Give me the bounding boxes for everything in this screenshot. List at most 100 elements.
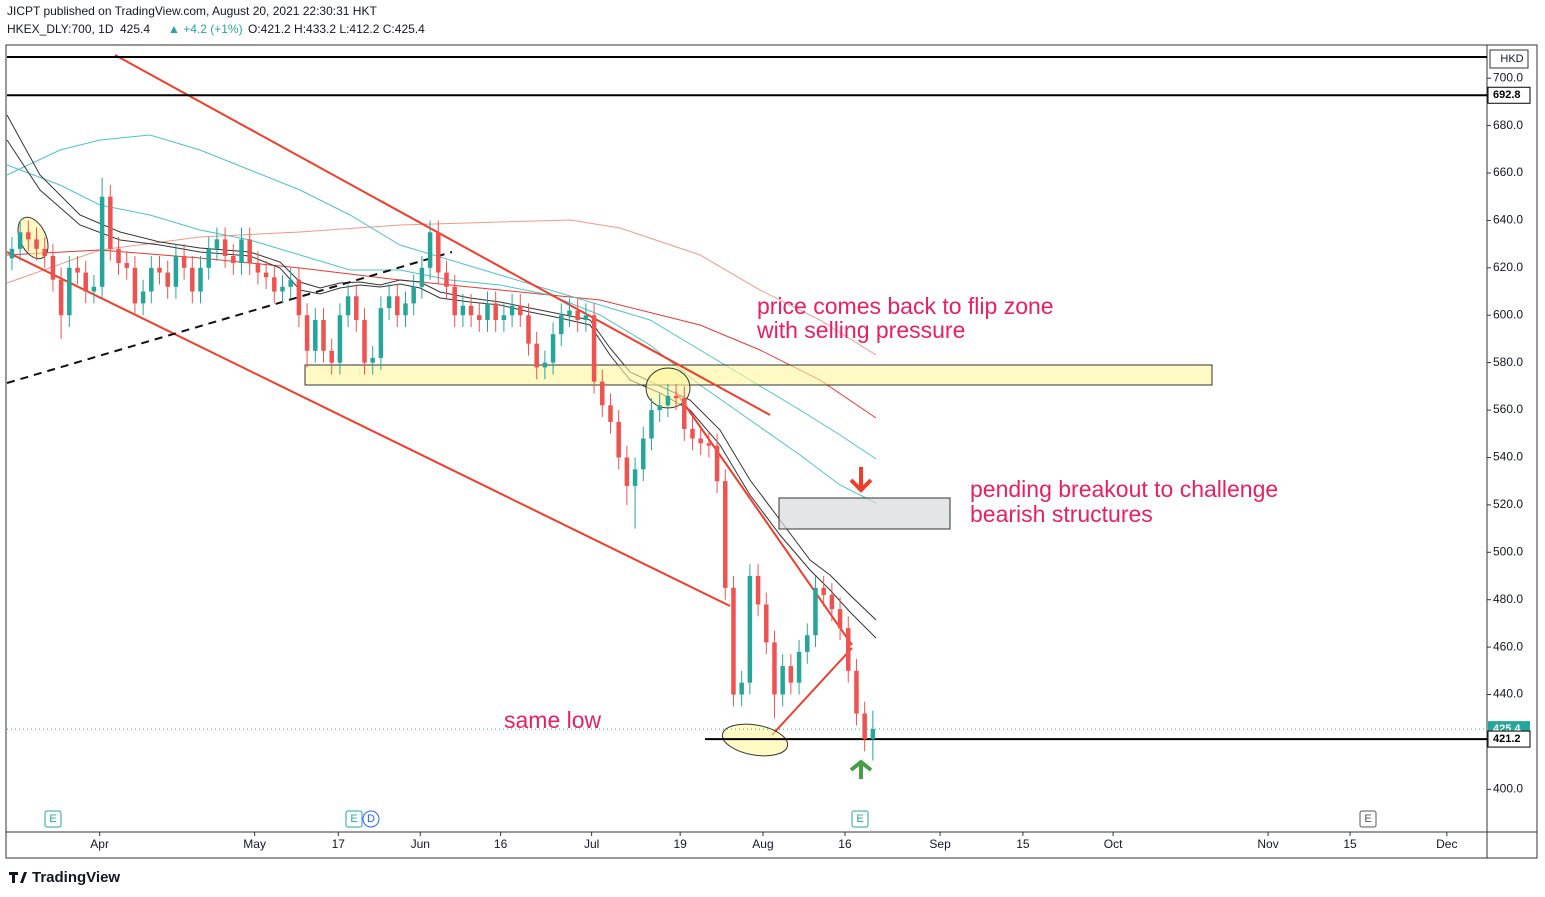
x-tick-label: Apr (90, 837, 109, 851)
candle-body (534, 343, 539, 368)
candle-body (550, 334, 556, 363)
y-tick-label: 480.0 (1493, 592, 1523, 606)
candle-body (509, 305, 515, 316)
candle-body (321, 319, 326, 351)
marker-box (362, 810, 380, 828)
candle-body (181, 255, 187, 268)
y-tick-label: 540.0 (1493, 450, 1523, 464)
candle-body (58, 279, 64, 316)
x-tick-label: Dec (1436, 837, 1457, 851)
candle-body (665, 395, 671, 406)
candle-body (345, 296, 351, 316)
ma-20 (6, 164, 877, 504)
x-tick-label: 17 (332, 837, 346, 851)
candle-body (26, 232, 31, 240)
y-tick-label: 500.0 (1493, 544, 1523, 558)
candle-body (575, 310, 580, 320)
candle-body (91, 286, 97, 292)
candle-body (485, 303, 490, 320)
candle-body (501, 315, 507, 320)
breakout-zone (778, 497, 951, 530)
candle-body (354, 296, 359, 320)
candle-body (108, 196, 113, 249)
candle-body (862, 713, 867, 740)
candle-body (460, 305, 466, 316)
x-tick-label: Jul (584, 837, 599, 851)
down-arrow (849, 467, 873, 493)
candle-body (386, 296, 392, 309)
last: 425.4 (120, 22, 150, 36)
candle-body (272, 277, 277, 292)
candle-body (198, 267, 203, 292)
up-arrow (849, 759, 873, 779)
y-tick-label: 640.0 (1493, 213, 1523, 227)
annotation: bearish structures (970, 501, 1153, 527)
candle-body (173, 255, 179, 287)
trendline (675, 391, 853, 646)
candle-body (829, 594, 835, 610)
event-marker: E (1364, 813, 1371, 825)
y-tick-label: 660.0 (1493, 165, 1523, 179)
candle-body (837, 609, 843, 629)
price-label-box (1487, 86, 1531, 104)
marker-box (851, 810, 869, 828)
candle-body (362, 319, 367, 363)
dashed-trendline (6, 251, 453, 384)
y-tick-label: 440.0 (1493, 687, 1523, 701)
candle-body (788, 666, 794, 683)
candle-body (526, 315, 531, 344)
candle-body (739, 682, 744, 695)
candle-body (288, 279, 293, 287)
candle-body (764, 604, 769, 643)
candle-body (149, 267, 154, 292)
event-marker: E (350, 813, 357, 825)
x-tick-label: 15 (1016, 837, 1030, 851)
event-marker: E (49, 813, 56, 825)
candle-body (518, 305, 523, 316)
candle-body (419, 267, 425, 287)
candle-body (567, 310, 572, 316)
annotation: price comes back to flip zone (757, 293, 1054, 319)
candle-body (641, 438, 646, 470)
candle-body (698, 438, 703, 444)
candle-body (296, 279, 302, 316)
candle-body (157, 267, 162, 273)
candle-body (411, 286, 416, 304)
candle-body (780, 666, 785, 695)
y-tick-label: 700.0 (1493, 70, 1523, 84)
x-tick-label: Sep (929, 837, 951, 851)
candle-body (75, 267, 80, 273)
candle-body (313, 319, 318, 351)
candle-body (116, 248, 121, 264)
annotation: pending breakout to challenge (970, 476, 1278, 502)
ma-200 (6, 219, 877, 356)
candle-body (723, 481, 728, 588)
frame (5, 44, 1538, 859)
currency: HKD (1500, 53, 1523, 65)
candle-body (452, 286, 457, 316)
marker-box (1359, 810, 1377, 828)
candle-body (796, 651, 802, 683)
candle-body (714, 445, 720, 482)
annotation: same low (504, 707, 602, 733)
candle-body (165, 272, 170, 287)
candle-body (239, 239, 244, 264)
candle-body (304, 315, 310, 351)
x-tick-label: 16 (494, 837, 508, 851)
candle-body (222, 239, 228, 256)
logo-icon (9, 872, 27, 883)
candle-body (214, 239, 220, 249)
candle-body (427, 232, 433, 268)
candle-body (99, 196, 105, 287)
price-label: 421.2 (1493, 733, 1521, 745)
candle-body (436, 232, 441, 273)
candle-body (649, 410, 654, 439)
candle-body (600, 381, 605, 406)
candle-body (34, 239, 39, 249)
trendline (771, 647, 853, 736)
candle-body (591, 315, 597, 382)
event-marker: D (367, 813, 375, 825)
marker-box (44, 810, 62, 828)
x-tick-label: 19 (673, 837, 687, 851)
y-tick-label: 620.0 (1493, 260, 1523, 274)
